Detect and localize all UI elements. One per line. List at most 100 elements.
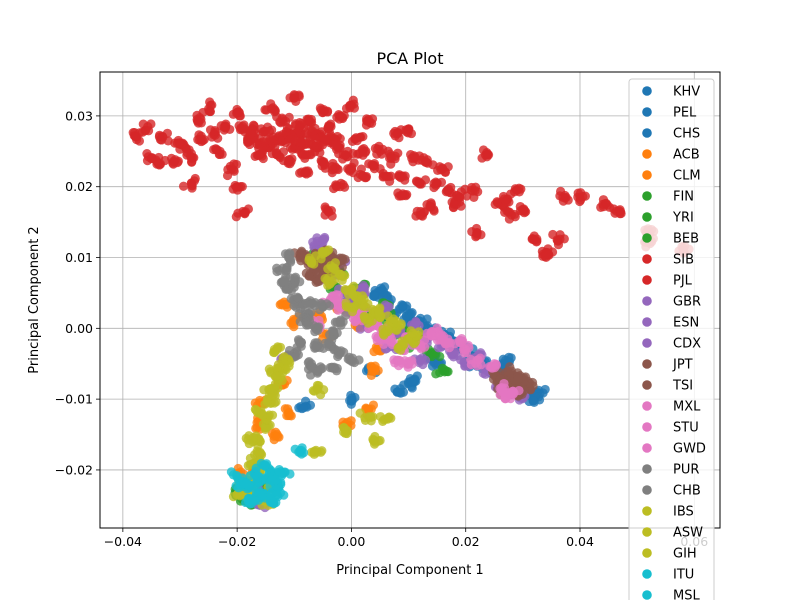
data-point [274, 151, 284, 161]
legend-marker [642, 527, 652, 537]
data-point [503, 390, 513, 400]
data-point [320, 135, 331, 145]
data-point [299, 403, 309, 413]
data-point [279, 467, 289, 477]
data-point [306, 299, 316, 309]
data-point [233, 208, 243, 218]
data-point [332, 112, 342, 122]
data-point [491, 360, 502, 370]
data-point [196, 134, 206, 144]
data-point [284, 112, 294, 122]
data-point [451, 190, 462, 201]
data-point [280, 404, 290, 414]
legend-marker [642, 317, 652, 327]
x-tick-label: 0.00 [338, 534, 366, 549]
data-point [464, 343, 474, 353]
data-point [440, 337, 450, 347]
data-point [330, 317, 340, 327]
y-tick-label: −0.02 [55, 462, 93, 477]
data-point [251, 405, 261, 415]
data-point [328, 158, 338, 169]
data-point [415, 179, 425, 189]
data-point [223, 164, 233, 175]
data-point [320, 210, 330, 220]
data-point [205, 97, 215, 107]
legend-label: GIH [673, 547, 697, 562]
data-point [359, 311, 369, 321]
legend: KHV PEL CHS ACB CLM FIN YRI BEB SIB PJL GBR ESN CDX J… [628, 78, 715, 600]
data-point [284, 345, 295, 356]
data-point [309, 259, 319, 269]
y-axis-label: Principal Component 2 [27, 226, 42, 373]
data-point [356, 164, 366, 174]
data-point [317, 363, 327, 373]
data-point [284, 254, 295, 264]
data-point [386, 413, 396, 423]
legend-marker [642, 170, 652, 180]
y-tick-label: −0.01 [55, 392, 93, 407]
data-point [274, 265, 284, 276]
data-point [436, 177, 447, 187]
data-point [258, 127, 268, 137]
data-point [419, 207, 430, 217]
data-point [361, 120, 372, 130]
legend-label: MSL [673, 589, 700, 600]
data-point [260, 460, 270, 470]
data-point [563, 195, 573, 205]
data-point [400, 171, 410, 181]
data-point [578, 191, 588, 202]
data-point [394, 191, 404, 201]
data-point [318, 248, 328, 258]
data-point [385, 176, 395, 186]
data-point [355, 324, 365, 334]
legend-label: GBR [673, 295, 701, 310]
legend-marker [642, 443, 652, 453]
data-point [312, 236, 322, 246]
data-point [469, 192, 479, 202]
data-point [506, 189, 516, 199]
legend-label: PJL [673, 274, 693, 289]
data-point [398, 300, 408, 311]
data-point [326, 119, 336, 129]
data-point [221, 119, 231, 129]
data-point [358, 131, 368, 142]
data-point [231, 481, 241, 491]
legend-label: PUR [673, 463, 699, 478]
data-point [289, 300, 299, 311]
data-point [317, 156, 327, 167]
data-point [185, 151, 196, 161]
legend-label: CLM [673, 169, 701, 184]
data-point [440, 167, 451, 177]
legend-marker [642, 296, 652, 306]
data-point [532, 234, 542, 244]
data-point [476, 360, 486, 370]
legend-marker [642, 149, 652, 159]
data-point [349, 357, 360, 368]
data-point [275, 342, 286, 352]
legend-marker [642, 86, 652, 96]
data-point [286, 411, 296, 421]
legend-label: BEB [673, 232, 699, 247]
legend-marker [642, 275, 652, 285]
legend-marker [642, 128, 652, 138]
data-point [245, 470, 255, 481]
data-point [210, 125, 220, 136]
data-point [339, 182, 350, 192]
data-point [538, 251, 548, 261]
data-point [237, 182, 247, 192]
data-point [528, 396, 539, 406]
data-point [291, 120, 301, 130]
data-point [519, 204, 529, 214]
data-point [205, 106, 215, 117]
legend-label: STU [673, 421, 699, 436]
data-point [390, 154, 400, 164]
data-point [503, 366, 513, 376]
y-tick-label: 0.01 [65, 250, 93, 265]
legend-marker [642, 590, 652, 600]
data-point [327, 262, 338, 273]
data-point [341, 103, 352, 114]
data-point [395, 345, 406, 355]
y-tick-label: 0.02 [65, 179, 93, 194]
data-point [311, 277, 321, 287]
data-point [372, 149, 382, 159]
